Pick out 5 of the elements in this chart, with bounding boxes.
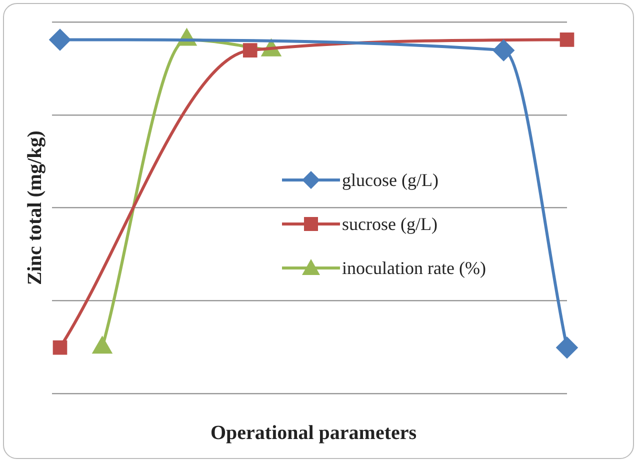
x-axis-title: Operational parameters [210,422,417,444]
legend-label: inoculation rate (%) [342,257,487,280]
y-axis-title: Zinc total (mg/kg) [24,130,46,286]
legend-label: sucrose (g/L) [342,213,438,236]
legend-label: glucose (g/L) [342,169,440,192]
